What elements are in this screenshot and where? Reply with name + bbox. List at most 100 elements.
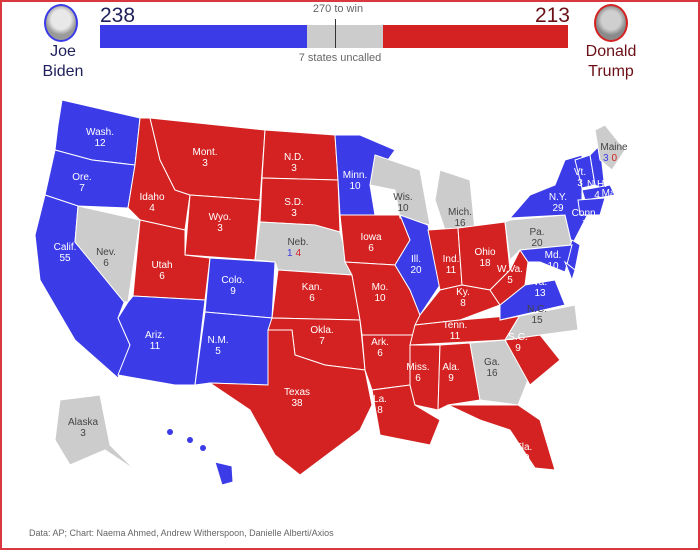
state-electoral-votes: 8 xyxy=(460,298,466,309)
state-electoral-votes: 8 xyxy=(377,405,383,416)
state-name: Del. xyxy=(583,259,601,270)
state-wi[interactable] xyxy=(369,154,431,226)
state-nv[interactable] xyxy=(74,205,141,303)
state-label-me: Maine 3 0 xyxy=(600,142,628,164)
state-label-ks: Kan. 6 xyxy=(302,282,323,304)
state-mn[interactable] xyxy=(334,134,396,216)
state-label-ga: Ga. 16 xyxy=(484,357,500,379)
state-ks[interactable] xyxy=(271,269,361,321)
state-fl[interactable] xyxy=(447,404,556,471)
state-hi[interactable] xyxy=(214,461,234,486)
state-name: Hawaii xyxy=(193,452,223,463)
state-label-wy: Wyo. 3 xyxy=(209,212,232,234)
state-name: Colo. xyxy=(221,275,244,286)
state-label-or: Ore. 7 xyxy=(72,172,91,194)
state-electoral-votes: 10 xyxy=(397,203,409,214)
state-name: Ky. xyxy=(456,287,470,298)
state-label-nh: N.H. 4 xyxy=(587,179,607,201)
hawaii-island xyxy=(200,445,206,451)
state-co[interactable] xyxy=(204,257,276,319)
state-name: Ala. xyxy=(442,362,459,373)
state-label-nc: N.C. 15 xyxy=(527,304,547,326)
state-name: Mo. xyxy=(372,282,389,293)
state-name: Mont. xyxy=(192,147,217,158)
state-name: Pa. xyxy=(529,227,544,238)
state-label-sd: S.D. 3 xyxy=(284,197,303,219)
trump-avatar xyxy=(594,4,628,42)
state-label-ma: Mass. 11 xyxy=(602,188,629,210)
state-name: Ariz. xyxy=(145,330,165,341)
state-label-ms: Miss. 6 xyxy=(406,362,429,384)
state-label-hi: Hawaii 4 xyxy=(193,452,223,474)
state-ms[interactable] xyxy=(409,344,441,411)
state-electoral-votes: 7 xyxy=(319,336,325,347)
state-label-ne: Neb. 1 4 xyxy=(287,237,309,259)
state-electoral-votes: 20 xyxy=(410,265,422,276)
state-electoral-votes: 3 xyxy=(202,158,208,169)
state-electoral-votes: 11 xyxy=(610,199,621,210)
state-name: Nev. xyxy=(96,247,116,258)
biden-last-name: Biden xyxy=(42,63,84,80)
state-label-ut: Utah 6 xyxy=(151,260,172,282)
state-label-mn: Minn. 10 xyxy=(343,170,367,192)
state-name: Texas xyxy=(284,387,310,398)
state-electoral-votes: 3 xyxy=(589,270,595,281)
state-name: Mich. xyxy=(448,207,472,218)
state-label-ok: Okla. 7 xyxy=(310,325,333,347)
state-name: Ill. xyxy=(411,254,421,265)
split-dem-votes: 3 xyxy=(603,153,609,164)
state-electoral-votes: 10 xyxy=(374,293,386,304)
state-name: Utah xyxy=(151,260,172,271)
state-electoral-votes: 4 xyxy=(205,463,211,474)
state-electoral-votes: 6 xyxy=(103,258,109,269)
state-name: Alaska xyxy=(68,417,98,428)
state-md[interactable] xyxy=(519,244,573,273)
state-az[interactable] xyxy=(117,295,206,386)
state-name: Wis. xyxy=(393,192,412,203)
state-de[interactable] xyxy=(563,260,576,282)
state-label-al: Ala. 9 xyxy=(442,362,459,384)
state-name: Mass. xyxy=(602,188,629,199)
state-al[interactable] xyxy=(437,342,481,411)
state-name: Ind. xyxy=(443,254,460,265)
state-electoral-votes: 38 xyxy=(291,398,303,409)
state-nm[interactable] xyxy=(194,311,273,386)
trump-electoral-votes: 213 xyxy=(534,4,570,27)
trump-first-name: Donald xyxy=(585,43,637,60)
state-tx[interactable] xyxy=(208,329,373,476)
state-electoral-votes: 9 xyxy=(515,343,521,354)
threshold-line xyxy=(334,19,336,48)
state-label-ct: Conn. 7 xyxy=(572,208,599,230)
state-electoral-votes: 20 xyxy=(531,238,543,249)
state-label-mi: Mich. 16 xyxy=(448,207,472,229)
state-name: Ore. xyxy=(72,172,91,183)
state-electoral-votes: 7 xyxy=(582,219,588,230)
state-name: Wyo. xyxy=(209,212,232,223)
state-name: S.D. xyxy=(284,197,303,208)
state-label-ar: Ark. 6 xyxy=(371,337,389,359)
state-label-nd: N.D. 3 xyxy=(284,152,304,174)
bar-segment-uncalled xyxy=(307,25,383,48)
state-electoral-votes: 18 xyxy=(479,258,491,269)
state-name: Conn. xyxy=(572,208,599,219)
state-electoral-votes: 6 xyxy=(377,348,383,359)
state-ct[interactable] xyxy=(577,197,606,216)
state-electoral-votes: 55 xyxy=(59,253,71,264)
state-name: Calif. xyxy=(54,242,77,253)
state-name: Minn. xyxy=(343,170,367,181)
state-name: Tenn. xyxy=(443,320,467,331)
state-electoral-votes: 6 xyxy=(415,373,421,384)
state-electoral-votes: 9 xyxy=(448,373,454,384)
state-me[interactable] xyxy=(594,124,626,171)
state-label-va: Va. 13 xyxy=(533,277,547,299)
state-ma[interactable] xyxy=(581,184,616,201)
state-label-ak: Alaska 3 xyxy=(68,417,98,439)
state-name: Ohio xyxy=(474,247,496,258)
state-electoral-votes: 3 xyxy=(577,178,583,189)
state-ak[interactable] xyxy=(54,394,136,471)
state-electoral-votes: 13 xyxy=(534,288,546,299)
state-name: Idaho xyxy=(139,192,164,203)
state-name: N.J. xyxy=(576,234,594,245)
